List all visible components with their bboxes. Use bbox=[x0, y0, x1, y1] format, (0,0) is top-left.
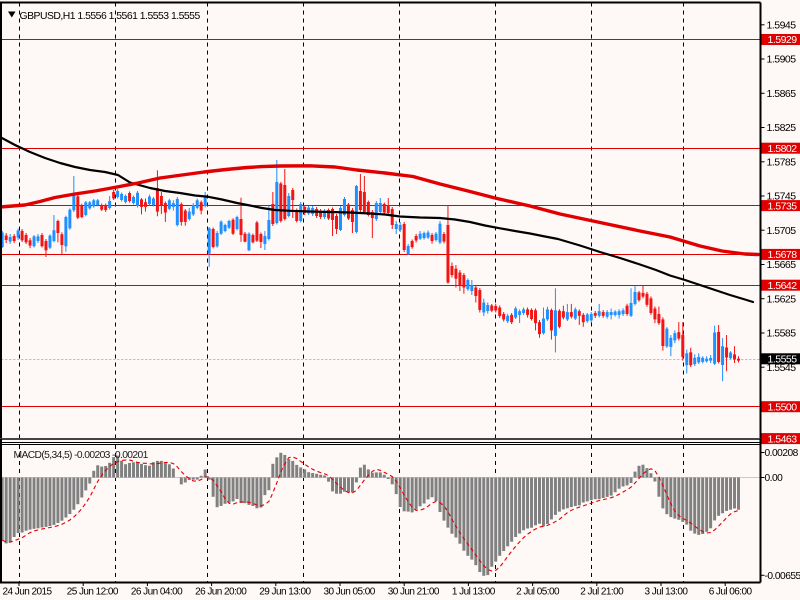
svg-text:1 Jul 13:00: 1 Jul 13:00 bbox=[452, 587, 496, 598]
svg-text:1.5500: 1.5500 bbox=[768, 401, 798, 413]
svg-text:1.5929: 1.5929 bbox=[768, 34, 798, 46]
svg-text:1.5555: 1.5555 bbox=[768, 354, 798, 366]
svg-text:1.5705: 1.5705 bbox=[767, 225, 797, 237]
svg-text:6 Jul 06:00: 6 Jul 06:00 bbox=[709, 587, 753, 598]
svg-text:3 Jul 13:00: 3 Jul 13:00 bbox=[645, 587, 689, 598]
svg-text:1.5545: 1.5545 bbox=[767, 362, 797, 374]
svg-text:1.5625: 1.5625 bbox=[767, 293, 797, 305]
svg-text:1.5665: 1.5665 bbox=[767, 259, 797, 271]
svg-text:MACD(5,34,5) -0.00203 -0.00201: MACD(5,34,5) -0.00203 -0.00201 bbox=[14, 450, 149, 461]
svg-text:1.5745: 1.5745 bbox=[767, 191, 797, 203]
svg-text:1.5785: 1.5785 bbox=[767, 156, 797, 168]
svg-text:1.5735: 1.5735 bbox=[768, 200, 798, 212]
svg-text:1.5905: 1.5905 bbox=[767, 54, 797, 66]
svg-text:1.5865: 1.5865 bbox=[767, 88, 797, 100]
svg-text:1.5825: 1.5825 bbox=[767, 122, 797, 134]
svg-text:1.5802: 1.5802 bbox=[768, 143, 798, 155]
svg-text:1.5585: 1.5585 bbox=[767, 328, 797, 340]
svg-text:0.00208: 0.00208 bbox=[765, 448, 799, 459]
svg-text:1.5945: 1.5945 bbox=[767, 19, 797, 31]
svg-text:30 Jun 21:00: 30 Jun 21:00 bbox=[388, 587, 440, 598]
svg-text:-0.00655: -0.00655 bbox=[765, 571, 800, 582]
svg-text:1.5463: 1.5463 bbox=[768, 433, 798, 445]
svg-text:GBPUSD,H1 1.5556 1.5561 1.555: GBPUSD,H1 1.5556 1.5561 1.5553 1.5555 bbox=[20, 11, 201, 22]
svg-text:26 Jun 20:00: 26 Jun 20:00 bbox=[195, 587, 247, 598]
svg-text:25 Jun 12:00: 25 Jun 12:00 bbox=[67, 587, 119, 598]
svg-text:30 Jun 05:00: 30 Jun 05:00 bbox=[324, 587, 376, 598]
svg-text:1.5678: 1.5678 bbox=[768, 249, 798, 261]
svg-text:26 Jun 04:00: 26 Jun 04:00 bbox=[131, 587, 183, 598]
svg-text:1.5642: 1.5642 bbox=[768, 280, 798, 292]
svg-text:2 Jul 05:00: 2 Jul 05:00 bbox=[516, 587, 560, 598]
svg-text:24 Jun 2015: 24 Jun 2015 bbox=[3, 587, 53, 598]
svg-text:2 Jul 21:00: 2 Jul 21:00 bbox=[580, 587, 624, 598]
svg-text:0.00: 0.00 bbox=[765, 473, 784, 484]
svg-text:29 Jun 13:00: 29 Jun 13:00 bbox=[259, 587, 311, 598]
